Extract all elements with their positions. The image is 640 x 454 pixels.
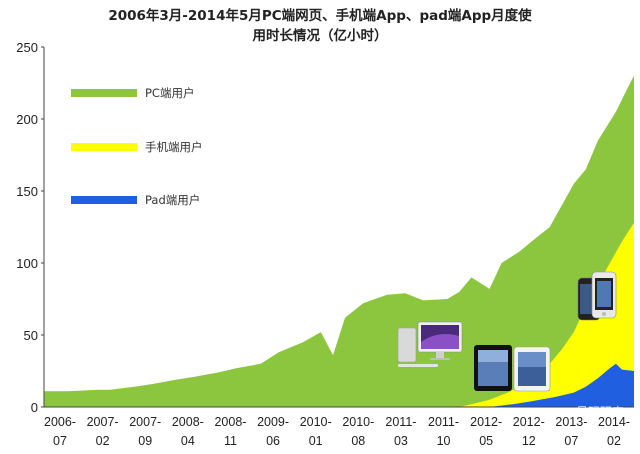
x-tick-label-year: 2011-: [428, 415, 459, 429]
watermark-text: 易观研究: [576, 404, 624, 419]
x-tick-label-year: 2011-: [385, 415, 416, 429]
x-tick-label-month: 03: [394, 434, 408, 448]
x-tick-label-month: 12: [522, 434, 536, 448]
y-tick-label: 150: [16, 184, 38, 199]
legend-swatch-mobile: [71, 143, 137, 151]
legend-label-pad: Pad端用户: [145, 193, 200, 207]
x-tick-label-month: 06: [266, 434, 280, 448]
y-tick-label: 200: [16, 112, 38, 127]
x-tick-label-year: 2006-: [44, 415, 76, 429]
x-tick-label-year: 2010-: [342, 415, 374, 429]
chart-title-line1: 2006年3月-2014年5月PC端网页、手机端App、pad端App月度使: [108, 7, 532, 24]
x-tick-label-month: 10: [437, 434, 451, 448]
smartphone-image: [577, 271, 617, 321]
x-tick-label-year: 2012-: [513, 415, 545, 429]
x-tick-label-month: 11: [224, 434, 237, 448]
tablet-devices-image: [474, 345, 551, 392]
x-tick-label-year: 2009-: [257, 415, 289, 429]
x-tick-label-month: 02: [607, 434, 621, 448]
y-tick-label: 250: [16, 40, 38, 55]
x-tick-label-year: 2008-: [214, 415, 246, 429]
x-tick-label-year: 2007-: [87, 415, 119, 429]
area-series-mobile: [459, 222, 634, 407]
legend-swatch-pc: [71, 89, 137, 97]
x-tick-label-month: 04: [181, 434, 195, 448]
area-series-pc: [44, 75, 634, 408]
x-tick-label-year: 2013-: [555, 415, 587, 429]
x-tick-label-month: 05: [479, 434, 493, 448]
x-tick-label-year: 2010-: [300, 415, 332, 429]
y-axis-ticks: 0 50 100 150 200 250: [16, 40, 44, 415]
legend: PC端用户 手机端用户 Pad端用户: [71, 86, 203, 207]
x-tick-label-month: 01: [309, 434, 323, 448]
area-series-pad: [489, 363, 634, 407]
legend-item-mobile: 手机端用户: [71, 140, 203, 154]
plot-areas: [44, 75, 634, 408]
legend-label-pc: PC端用户: [145, 86, 194, 100]
desktop-computer-image: [397, 321, 463, 367]
legend-item-pc: PC端用户: [71, 86, 194, 100]
x-tick-label-month: 07: [53, 434, 67, 448]
y-tick-label: 0: [31, 400, 38, 415]
x-tick-label-year: 2014-: [598, 415, 630, 429]
x-axis-ticks: 2006- 07 2007- 02 2007- 09 2008- 04 2008- 11 2009-…: [44, 415, 630, 448]
legend-swatch-pad: [71, 196, 137, 204]
legend-label-mobile: 手机端用户: [145, 140, 203, 154]
x-tick-label-year: 2012-: [470, 415, 502, 429]
x-tick-label-month: 08: [351, 434, 365, 448]
chart-title-line2: 用时长情况（亿小时）: [253, 27, 388, 44]
legend-item-pad: Pad端用户: [71, 193, 200, 207]
y-tick-label: 100: [16, 256, 38, 271]
y-tick-label: 50: [24, 328, 38, 343]
x-tick-label-year: 2007-: [129, 415, 161, 429]
x-tick-label-month: 07: [564, 434, 578, 448]
x-tick-label-month: 02: [96, 434, 110, 448]
x-tick-label-month: 09: [138, 434, 152, 448]
x-tick-label-year: 2008-: [172, 415, 204, 429]
